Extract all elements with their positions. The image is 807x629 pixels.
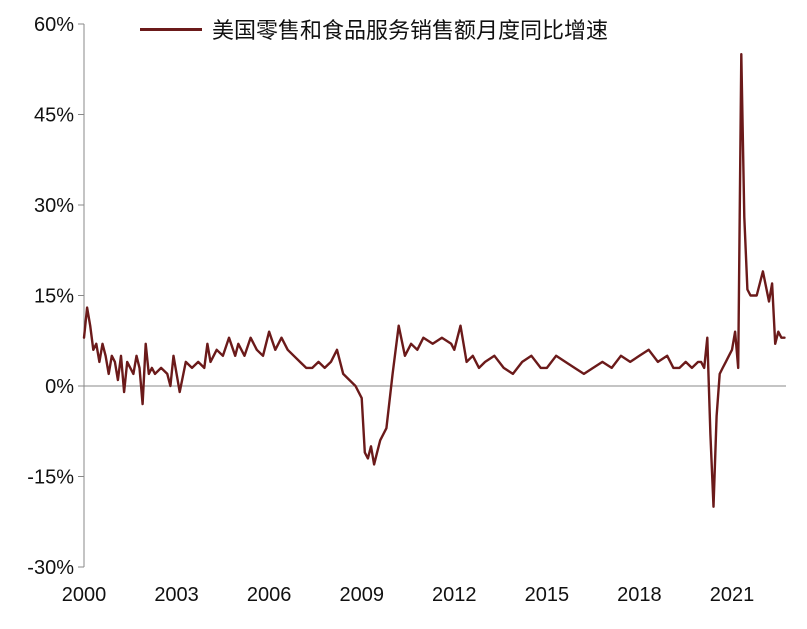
legend-label: 美国零售和食品服务销售额月度同比增速 [212,19,609,44]
x-tick-label: 2015 [525,584,570,606]
x-tick-label: 2012 [432,584,477,606]
y-tick-label: 15% [34,286,74,308]
x-tick-label: 2006 [247,584,292,606]
legend: 美国零售和食品服务销售额月度同比增速 [140,14,608,44]
y-tick-label: 0% [45,376,74,398]
y-tick-label: 30% [34,195,74,217]
series-line [82,53,786,508]
y-tick-label: 45% [34,105,74,127]
x-tick-label: 2018 [617,584,662,606]
y-tick-label: -15% [27,467,74,489]
x-tick-label: 2009 [339,584,384,606]
x-tick-label: 2003 [154,584,199,606]
y-tick-label: 60% [34,14,74,36]
x-tick-label: 2021 [710,584,755,606]
x-tick-label: 2000 [62,584,107,606]
legend-line-swatch [140,27,202,31]
y-tick-label: -30% [27,557,74,579]
